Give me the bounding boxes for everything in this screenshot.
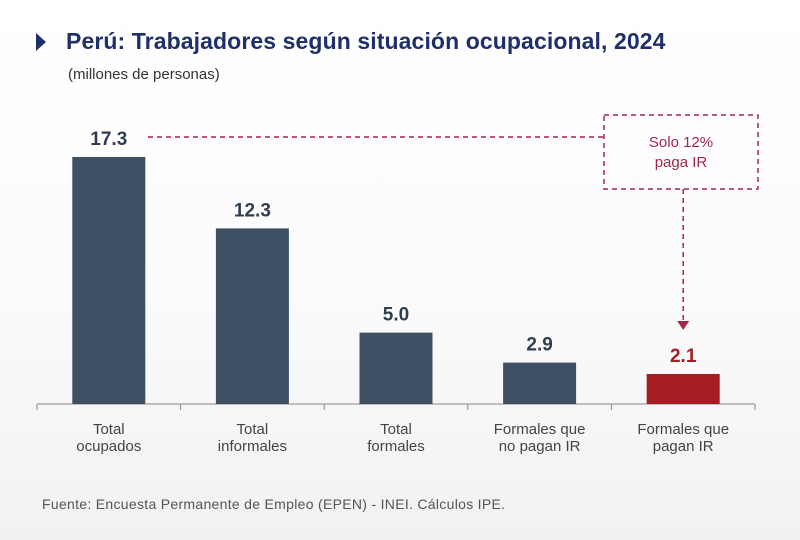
bar-value-label: 2.9 xyxy=(526,335,552,356)
bar-highlight xyxy=(646,374,720,404)
bar-value-label: 12.3 xyxy=(234,200,271,221)
x-tick-label-line: ocupados xyxy=(76,438,141,455)
x-tick-label: Formales que no pagan IR xyxy=(494,421,586,455)
annotation-box xyxy=(603,114,759,190)
x-tick-label-line: Total xyxy=(380,421,412,438)
annotation-arrow-head-icon xyxy=(677,321,690,331)
x-tick-label-line: Formales que xyxy=(494,421,586,438)
x-tick-label-line: pagan IR xyxy=(653,438,714,455)
x-tick-label-line: formales xyxy=(367,438,425,455)
chart-title: Perú: Trabajadores según situación ocupa… xyxy=(66,28,666,54)
chart-subtitle: (millones de personas) xyxy=(68,66,220,83)
x-tick-label-line: Formales que xyxy=(637,421,729,438)
bar xyxy=(359,332,433,404)
annotation-text: Solo 12% paga IR xyxy=(649,134,713,171)
title-marker-icon xyxy=(36,32,46,51)
source-note: Fuente: Encuesta Permanente de Empleo (E… xyxy=(42,496,506,512)
bar xyxy=(215,228,289,404)
x-tick-label: Total informales xyxy=(218,421,287,455)
x-tick-label: Total formales xyxy=(367,421,425,455)
annotation-text-line: paga IR xyxy=(655,154,708,171)
x-tick-label: Total ocupados xyxy=(76,421,141,455)
bar-value-label: 5.0 xyxy=(383,305,409,326)
bar-value-label: 17.3 xyxy=(90,129,127,150)
title-row: Perú: Trabajadores según situación ocupa… xyxy=(36,28,666,55)
bar-value-label: 2.1 xyxy=(670,346,697,367)
annotation-text-line: Solo 12% xyxy=(649,134,713,151)
x-tick-label-line: Total xyxy=(93,421,125,438)
x-tick-label-line: Total xyxy=(237,421,269,438)
bar xyxy=(72,157,146,404)
x-tick-label-line: informales xyxy=(218,438,287,455)
x-tick-label-line: no pagan IR xyxy=(499,438,581,455)
bar xyxy=(503,362,577,404)
x-tick-label: Formales que pagan IR xyxy=(637,421,729,455)
